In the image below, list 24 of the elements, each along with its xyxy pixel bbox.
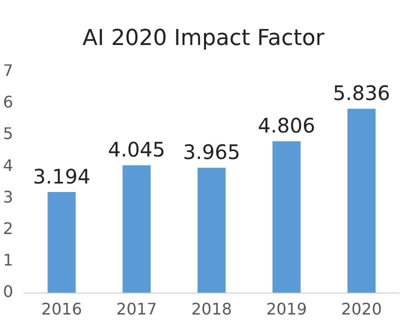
y-tick-label: 0 (2, 282, 14, 301)
bar (198, 168, 226, 293)
x-tick-label: 2019 (266, 300, 307, 319)
chart-title: AI 2020 Impact Factor (82, 26, 326, 51)
y-tick-label: 7 (2, 61, 14, 80)
bar (122, 165, 151, 293)
y-tick-label: 2 (2, 218, 14, 238)
bar (347, 108, 376, 293)
x-tick-label: 2017 (116, 300, 157, 319)
data-label: 5.836 (332, 80, 390, 105)
y-tick-label: 6 (2, 92, 14, 112)
data-label: 4.045 (108, 137, 166, 162)
x-tick-label: 2020 (341, 300, 382, 319)
y-tick-label: 1 (2, 250, 14, 270)
bar (48, 192, 76, 293)
x-tick-label: 2016 (41, 300, 82, 319)
y-tick-label: 4 (2, 156, 14, 175)
bar (272, 141, 301, 293)
y-tick-label: 5 (2, 124, 14, 144)
x-tick-label: 2018 (191, 300, 232, 319)
y-tick-label: 3 (2, 187, 14, 206)
data-label: 4.806 (258, 113, 316, 138)
data-label: 3.965 (182, 140, 240, 164)
data-label: 3.194 (33, 164, 90, 188)
